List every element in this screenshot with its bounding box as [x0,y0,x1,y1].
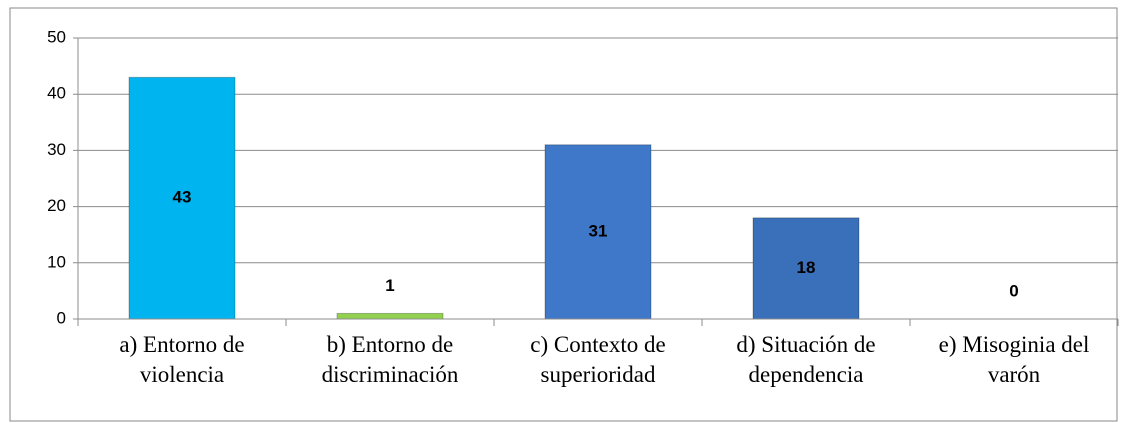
y-tick-label: 20 [47,196,66,215]
y-tick-label: 50 [47,27,66,46]
x-tick-label: d) Situación de dependencia [736,332,876,387]
bar [128,76,236,320]
value-label: 1 [385,276,394,295]
value-label: 0 [1009,281,1018,300]
y-tick-label: 30 [47,140,66,159]
x-tick-label: a) Entorno de violencia [119,332,245,387]
y-tick-label: 40 [47,84,66,103]
x-tick-label: e) Misoginia del varón [938,332,1090,387]
bar [544,144,652,320]
bar [336,312,444,320]
x-tick-label: c) Contexto de superioridad [530,332,666,387]
bar [752,217,860,320]
y-tick-label: 10 [47,252,66,271]
chart-border [9,7,1118,422]
value-label: 31 [589,221,608,240]
x-tick-label: b) Entorno de discriminación [321,332,459,387]
y-tick-label: 0 [57,308,66,327]
value-label: 18 [797,258,816,277]
value-label: 43 [173,188,192,207]
